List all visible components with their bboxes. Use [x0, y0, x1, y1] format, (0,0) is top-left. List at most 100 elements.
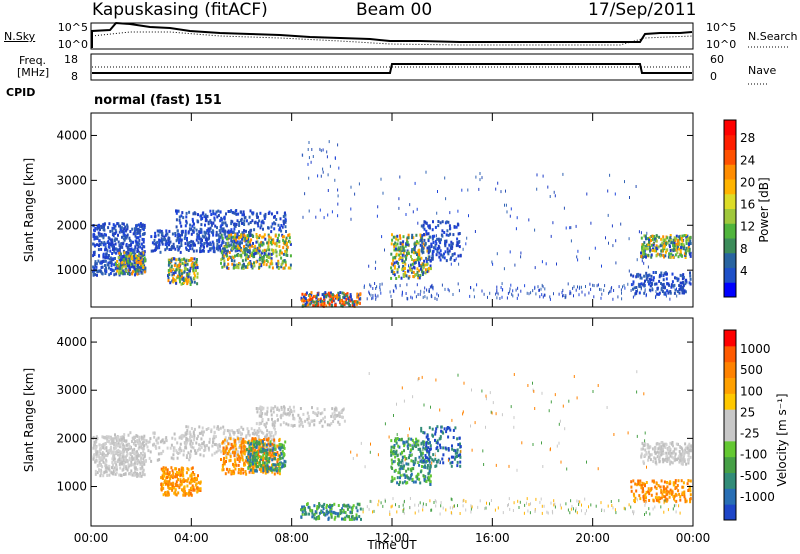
echo-cell: [402, 268, 405, 272]
echo-cell: [414, 181, 416, 185]
echo-cell: [213, 431, 216, 434]
echo-cell: [208, 448, 210, 452]
echo-cell: [500, 190, 502, 194]
echo-cell: [107, 245, 110, 249]
echo-cell: [413, 248, 416, 252]
echo-cell: [147, 449, 150, 453]
echo-cell: [615, 239, 617, 243]
echo-cell: [311, 296, 314, 300]
echo-cell: [284, 220, 287, 224]
echo-cell: [182, 453, 185, 457]
echo-cell: [210, 213, 213, 216]
echo-cell: [170, 482, 173, 486]
echo-cell: [645, 294, 647, 298]
echo-cell: [134, 245, 137, 249]
echo-cell: [263, 438, 265, 441]
echo-cell: [401, 267, 404, 271]
echo-cell: [186, 280, 189, 284]
echo-cell: [252, 452, 255, 456]
echo-cell: [165, 246, 168, 250]
echo-cell: [109, 271, 112, 275]
echo-cell: [439, 249, 442, 253]
echo-cell: [164, 233, 167, 237]
echo-cell: [222, 452, 225, 455]
echo-cell: [402, 272, 405, 276]
echo-cell: [322, 170, 324, 174]
echo-cell: [635, 275, 638, 279]
echo-cell: [318, 503, 321, 507]
echo-cell: [284, 211, 286, 215]
echo-cell: [325, 510, 328, 514]
echo-cell: [607, 213, 609, 217]
echo-cell: [261, 449, 264, 453]
echo-cell: [552, 221, 554, 225]
echo-cell: [338, 166, 340, 170]
echo-cell: [684, 290, 687, 294]
echo-cell: [341, 517, 343, 521]
echo-cell: [140, 257, 143, 261]
echo-cell: [289, 240, 292, 244]
echo-cell: [444, 239, 447, 243]
sky-noise-panel: 10^5 10^0 10^5 10^0: [58, 21, 790, 51]
echo-cell: [248, 433, 251, 437]
echo-cell: [124, 447, 127, 451]
echo-cell: [252, 462, 254, 466]
echo-cell: [447, 220, 450, 224]
echo-cell: [453, 225, 456, 229]
echo-cell: [642, 243, 645, 247]
echo-cell: [104, 468, 107, 472]
echo-cell: [262, 255, 265, 258]
echo-cell: [431, 254, 434, 258]
echo-cell: [222, 221, 225, 225]
echo-cell: [93, 440, 96, 444]
echo-cell: [136, 468, 139, 472]
echo-cell: [135, 454, 138, 458]
echo-cell: [158, 446, 161, 450]
echo-cell: [139, 224, 142, 228]
echo-cell: [398, 249, 401, 253]
echo-cell: [269, 442, 272, 446]
echo-cell: [650, 253, 653, 257]
echo-cell: [221, 249, 224, 253]
echo-cell: [409, 268, 412, 272]
echo-cell: [642, 247, 645, 251]
echo-cell: [393, 248, 396, 252]
echo-cell: [227, 267, 230, 270]
echo-cell: [432, 241, 435, 244]
echo-cell: [122, 222, 125, 226]
echo-cell: [109, 229, 112, 233]
echo-cell: [641, 249, 644, 253]
echo-cell: [307, 414, 310, 418]
echo-cell: [224, 448, 227, 452]
echo-cell: [339, 291, 342, 295]
echo-cell: [247, 244, 250, 248]
echo-cell: [249, 452, 252, 456]
echo-cell: [162, 449, 165, 453]
echo-cell: [180, 238, 183, 242]
echo-cell: [601, 292, 603, 296]
echo-cell: [104, 462, 107, 466]
echo-cell: [175, 268, 178, 272]
echo-cell: [168, 261, 170, 264]
echo-cell: [291, 413, 294, 417]
echo-cell: [219, 426, 222, 430]
echo-cell: [279, 456, 282, 460]
echo-cell: [121, 230, 124, 234]
echo-cell: [434, 243, 437, 247]
echo-cell: [448, 289, 450, 293]
echo-cell: [148, 440, 151, 444]
echo-cell: [223, 461, 226, 465]
echo-cell: [236, 240, 239, 244]
echo-cell: [225, 241, 228, 245]
echo-cell: [331, 504, 334, 507]
echo-cell: [275, 241, 278, 245]
echo-cell: [118, 254, 121, 258]
echo-cell: [414, 273, 417, 277]
echo-cell: [226, 429, 229, 433]
echo-cell: [679, 286, 681, 290]
echo-cell: [242, 210, 245, 214]
echo-cell: [197, 434, 200, 438]
echo-cell: [375, 287, 377, 290]
echo-cell: [184, 229, 187, 233]
